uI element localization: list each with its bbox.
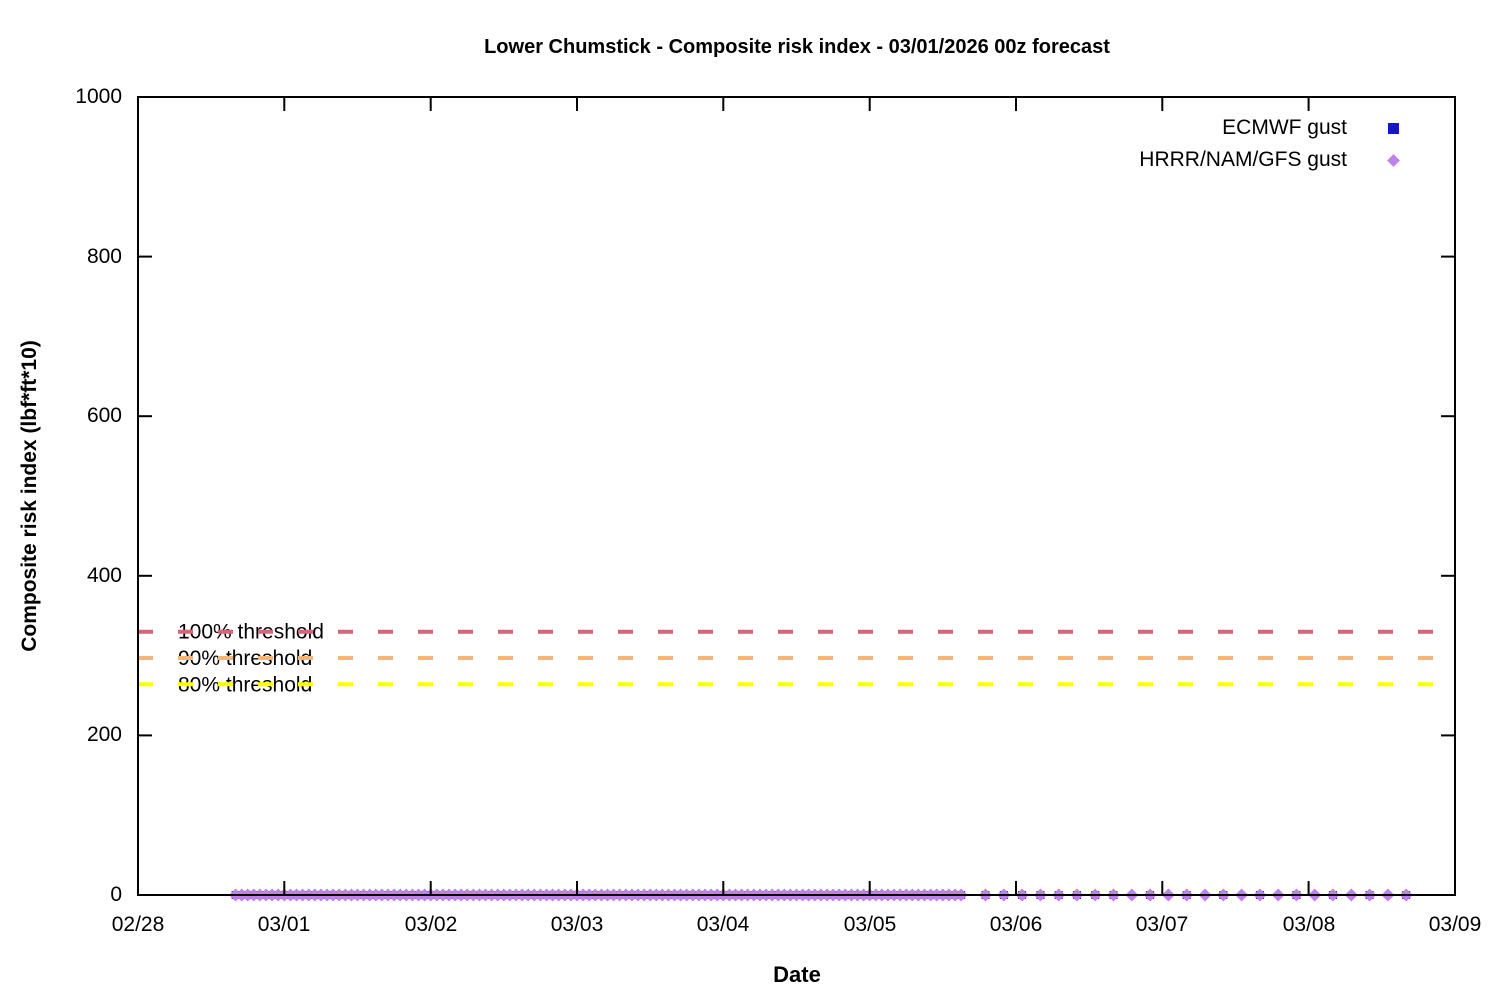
axis-ticks bbox=[137, 96, 1456, 896]
x-tick-label: 03/05 bbox=[843, 913, 897, 936]
legend-item-ecmwf: ECMWF gust bbox=[1000, 112, 1400, 144]
legend-item-hrrr-nam-gfs: HRRR/NAM/GFS gust bbox=[1000, 144, 1400, 176]
x-tick-label: 03/09 bbox=[1428, 913, 1482, 936]
chart-title: Lower Chumstick - Composite risk index -… bbox=[484, 36, 1110, 58]
plot-border bbox=[137, 96, 1456, 896]
x-tick-label: 03/08 bbox=[1282, 913, 1336, 936]
legend-label-ecmwf: ECMWF gust bbox=[1222, 116, 1347, 139]
x-tick-label: 03/04 bbox=[696, 913, 750, 936]
x-axis-label: Date bbox=[773, 962, 821, 987]
threshold-label-2: 80% threshold bbox=[178, 673, 312, 696]
x-tick-label: 03/01 bbox=[257, 913, 311, 936]
y-tick-label: 800 bbox=[86, 245, 122, 268]
x-tick-label: 03/03 bbox=[550, 913, 604, 936]
x-tick-label: 03/07 bbox=[1135, 913, 1189, 936]
y-tick-label: 600 bbox=[86, 404, 122, 427]
threshold-label-0: 100% threshold bbox=[178, 621, 324, 644]
diamond-marker-icon bbox=[1386, 153, 1400, 167]
x-tick-label: 03/06 bbox=[989, 913, 1043, 936]
y-tick-label: 1000 bbox=[75, 85, 122, 108]
x-tick-label: 03/02 bbox=[404, 913, 458, 936]
square-marker-icon bbox=[1386, 121, 1400, 135]
y-tick-label: 0 bbox=[110, 883, 122, 906]
y-tick-label: 200 bbox=[86, 723, 122, 746]
legend: ECMWF gust HRRR/NAM/GFS gust bbox=[1000, 112, 1400, 176]
y-tick-label: 400 bbox=[86, 564, 122, 587]
legend-label-hrrr-nam-gfs: HRRR/NAM/GFS gust bbox=[1139, 148, 1347, 171]
threshold-label-1: 90% threshold bbox=[178, 647, 312, 670]
x-tick-label: 02/28 bbox=[111, 913, 165, 936]
